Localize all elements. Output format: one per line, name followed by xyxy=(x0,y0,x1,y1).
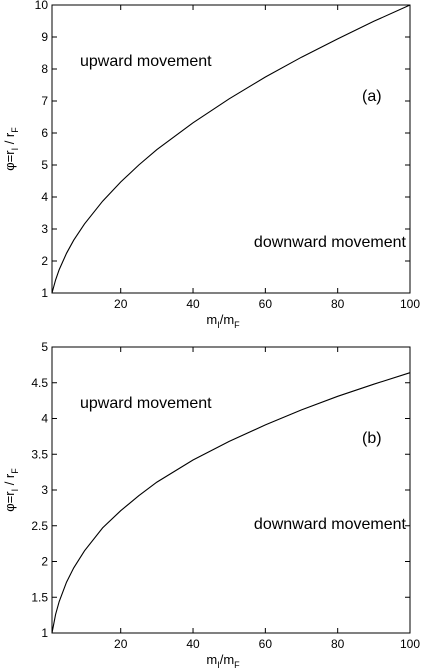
annotation-upward: upward movement xyxy=(80,395,212,412)
y-tick-label: 3 xyxy=(41,483,48,497)
x-tick-label: 20 xyxy=(114,637,128,651)
y-tick-label: 4 xyxy=(41,190,48,204)
x-axis-label: mI/mF xyxy=(206,312,240,330)
x-tick-label: 60 xyxy=(259,297,273,311)
x-tick-label: 20 xyxy=(114,297,128,311)
panel-label: (b) xyxy=(362,430,382,447)
y-tick-label: 1.5 xyxy=(31,590,48,604)
y-tick-label: 6 xyxy=(41,126,48,140)
x-tick-label: 100 xyxy=(400,297,420,311)
x-tick-label: 40 xyxy=(186,637,200,651)
y-tick-label: 3.5 xyxy=(31,447,48,461)
y-tick-label: 2 xyxy=(41,254,48,268)
annotation-upward: upward movement xyxy=(80,53,212,70)
annotation-downward: downward movement xyxy=(254,516,407,533)
series-line xyxy=(51,372,411,634)
y-tick-label: 10 xyxy=(35,0,49,12)
y-tick-label: 9 xyxy=(41,30,48,44)
x-tick-label: 80 xyxy=(331,637,345,651)
y-tick-label: 1 xyxy=(41,626,48,640)
x-tick-label: 100 xyxy=(400,637,420,651)
panel-label: (a) xyxy=(362,88,382,105)
x-axis-label: mI/mF xyxy=(206,652,240,669)
chart-panel-2: 20 40 60 80 100 1 1.5 2 2.5 3 3.5 4 4.5 5 upward movem… xyxy=(2,340,420,669)
plot-frame xyxy=(51,4,411,294)
y-axis-label: φ=rI / rF xyxy=(2,468,20,512)
y-tick-label: 5 xyxy=(41,340,48,354)
y-tick-label: 1 xyxy=(41,286,48,300)
y-tick-label: 2.5 xyxy=(31,519,48,533)
series-line xyxy=(51,4,411,294)
chart-panel-1: 20 40 60 80 100 1 2 3 4 5 6 7 8 9 10 upward movement dow… xyxy=(2,0,420,330)
y-tick-label: 5 xyxy=(41,158,48,172)
y-tick-label: 7 xyxy=(41,94,48,108)
x-tick-label: 60 xyxy=(259,637,273,651)
annotation-downward: downward movement xyxy=(254,234,407,251)
x-tick-label: 40 xyxy=(186,297,200,311)
y-axis-label: φ=rI / rF xyxy=(2,127,20,171)
x-tick-label: 80 xyxy=(331,297,345,311)
y-tick-label: 3 xyxy=(41,222,48,236)
y-tick-label: 4.5 xyxy=(31,376,48,390)
y-tick-label: 8 xyxy=(41,62,48,76)
y-tick-label: 4 xyxy=(41,412,48,426)
y-tick-label: 2 xyxy=(41,555,48,569)
